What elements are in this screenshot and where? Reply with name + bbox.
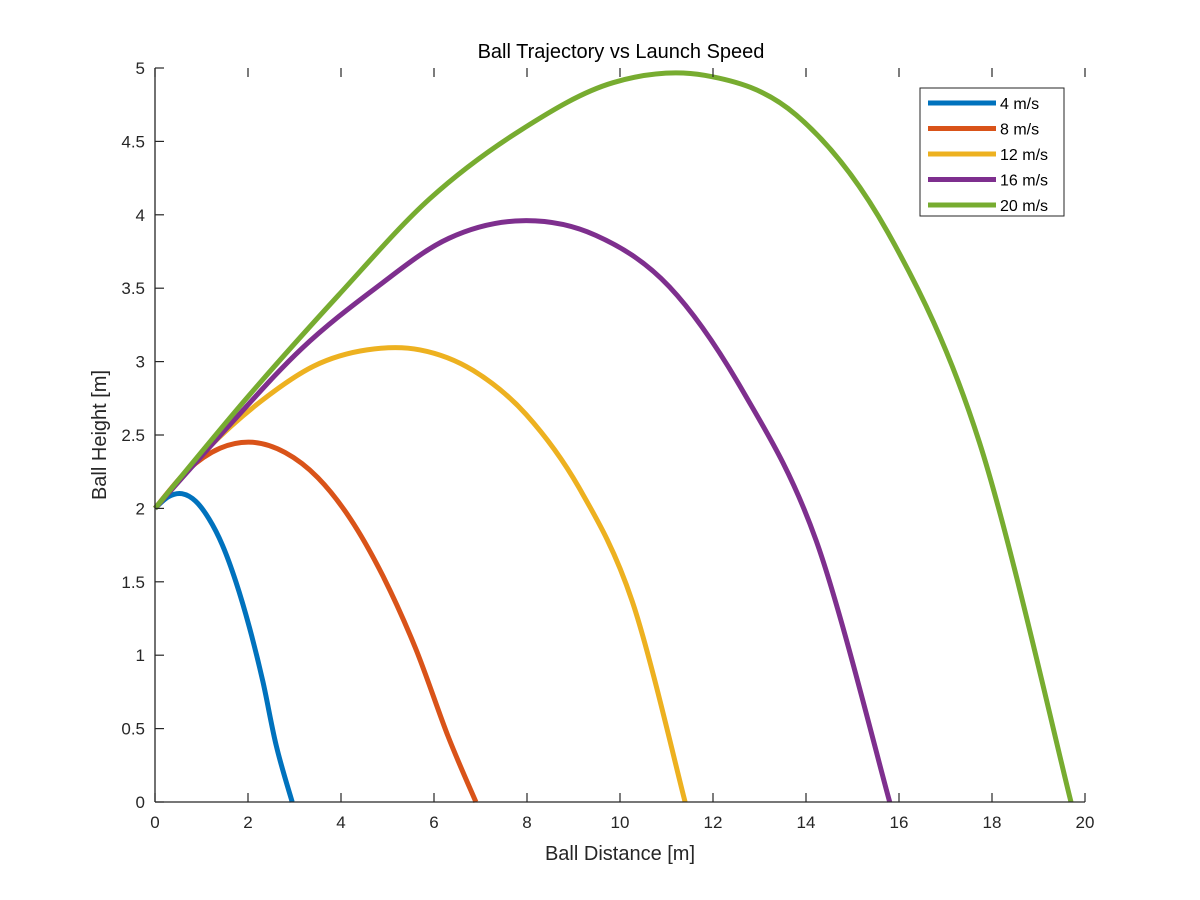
y-tick-label: 0.5 [121,720,145,739]
x-ticks: 0 2 4 6 8 10 12 14 16 18 20 [150,68,1094,832]
y-tick-label: 0 [136,793,145,812]
series-line-12-m-s [153,345,688,803]
series-layer [153,70,1074,803]
x-tick-label: 4 [336,813,345,832]
legend-entry-label: 12 m/s [1000,147,1048,164]
series-line-16-m-s [153,218,893,803]
x-tick-label: 10 [611,813,630,832]
y-tick-label: 2 [136,499,145,518]
x-tick-label: 12 [704,813,723,832]
y-ticks: 0 0.5 1 1.5 2 2.5 3 3.5 4 4.5 5 [121,59,164,812]
y-tick-label: 1.5 [121,573,145,592]
x-tick-label: 0 [150,813,159,832]
y-tick-label: 2.5 [121,426,145,445]
chart-title: Ball Trajectory vs Launch Speed [478,41,765,63]
x-tick-label: 2 [243,813,252,832]
legend-entry-label: 8 m/s [1000,122,1039,139]
y-tick-label: 1 [136,646,145,665]
x-tick-label: 14 [797,813,816,832]
legend: 4 m/s 8 m/s 12 m/s 16 m/s 20 m/s [919,87,1065,217]
x-tick-label: 18 [983,813,1002,832]
x-tick-label: 20 [1076,813,1095,832]
legend-entry-label: 16 m/s [1000,173,1048,190]
series-line-4-m-s [153,491,295,803]
series-line-8-m-s [153,439,479,803]
x-tick-label: 6 [429,813,438,832]
y-tick-label: 4 [136,206,145,225]
legend-entry-label: 20 m/s [1000,198,1048,215]
y-tick-label: 3 [136,353,145,372]
series-line-20-m-s [153,70,1074,803]
y-tick-label: 3.5 [121,279,145,298]
x-axis-label: Ball Distance [m] [545,843,695,865]
y-tick-label: 4.5 [121,132,145,151]
x-tick-label: 8 [522,813,531,832]
legend-entry-label: 4 m/s [1000,96,1039,113]
y-axis-label: Ball Height [m] [89,370,111,500]
y-tick-label: 5 [136,59,145,78]
x-tick-label: 16 [890,813,909,832]
